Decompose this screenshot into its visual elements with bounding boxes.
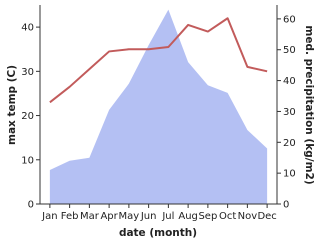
y2-tick-label: 40 [283, 76, 296, 87]
x-tick-label: Jan [41, 211, 57, 222]
x-tick-label: Oct [219, 211, 236, 222]
temp-line [49, 17, 268, 104]
y-tick-label: 40 [21, 23, 34, 34]
x-tick-label: Dec [257, 211, 276, 222]
y-tick-label: 0 [28, 200, 34, 211]
y2-tick-label: 60 [283, 14, 296, 25]
y-axis-label: max temp (C) [6, 65, 18, 145]
x-tick-label: May [119, 211, 140, 222]
x-tick-label: Jun [140, 211, 157, 222]
y2-tick-label: 50 [283, 45, 296, 56]
axes-frame [39, 5, 278, 205]
y2-tick-label: 0 [283, 200, 289, 211]
x-tick-label: Nov [238, 211, 258, 222]
y-tick-label: 10 [21, 155, 34, 166]
x-tick-label: Jul [161, 211, 174, 222]
y2-tick-label: 10 [283, 169, 296, 180]
x-tick-label: Aug [178, 211, 198, 222]
x-axis-label: date (month) [119, 227, 197, 239]
y-tick-label: 20 [21, 111, 34, 122]
y2-axis-label: med. precipitation (kg/m2) [303, 25, 315, 184]
x-tick-label: Feb [61, 211, 79, 222]
chart: date (month) max temp (C) med. precipita… [6, 5, 315, 239]
y2-tick-label: 30 [283, 107, 296, 118]
x-tick-label: Sep [198, 211, 217, 222]
precipitation-area [49, 9, 268, 205]
y2-tick-label: 20 [283, 138, 296, 149]
x-tick-label: Apr [100, 211, 118, 222]
y-tick-label: 30 [21, 67, 34, 78]
x-tick-label: Mar [80, 211, 100, 222]
